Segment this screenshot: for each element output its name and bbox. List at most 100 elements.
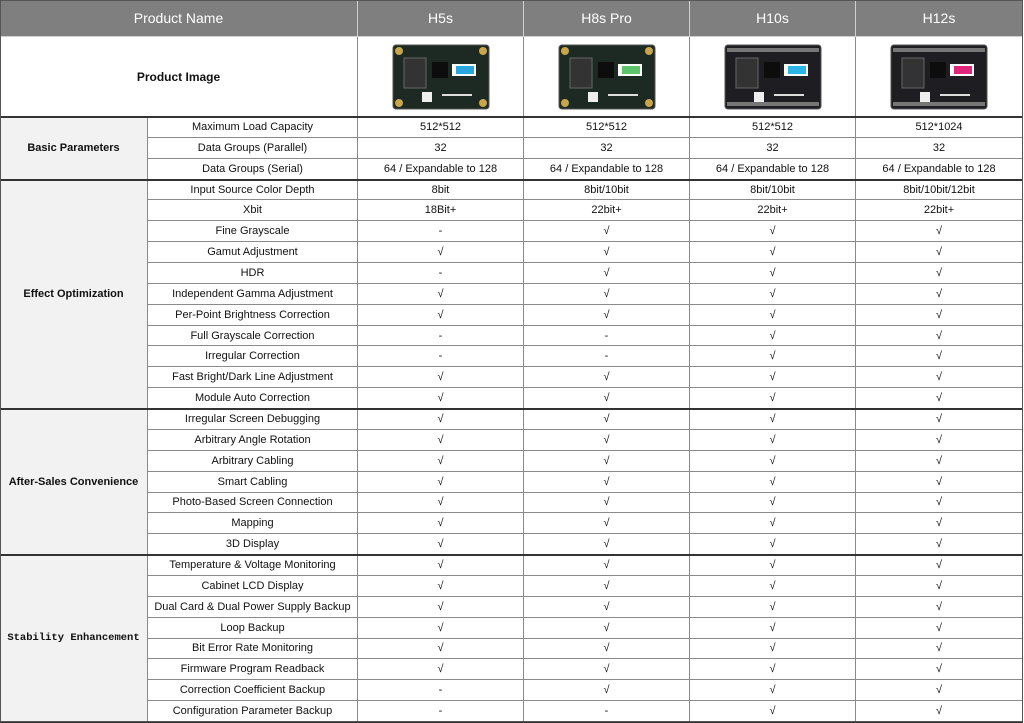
feature-name: Configuration Parameter Backup bbox=[148, 701, 358, 722]
feature-value: √ bbox=[856, 242, 1023, 264]
feature-name: HDR bbox=[148, 263, 358, 284]
feature-name: Bit Error Rate Monitoring bbox=[148, 638, 358, 660]
feature-value: √ bbox=[524, 304, 690, 326]
feature-value: √ bbox=[690, 346, 856, 368]
product-name: H12s bbox=[856, 0, 1023, 37]
feature-value: 8bit bbox=[358, 179, 524, 201]
group-separator bbox=[0, 116, 1023, 118]
feature-value: 32 bbox=[690, 137, 856, 159]
feature-value: √ bbox=[524, 388, 690, 410]
feature-value: √ bbox=[690, 680, 856, 702]
feature-name: Data Groups (Serial) bbox=[148, 158, 358, 180]
feature-value: √ bbox=[524, 513, 690, 535]
feature-value: √ bbox=[524, 283, 690, 305]
feature-value: 32 bbox=[856, 137, 1023, 159]
feature-value: 512*512 bbox=[524, 117, 690, 138]
feature-value: √ bbox=[358, 659, 524, 681]
feature-value: √ bbox=[524, 367, 690, 389]
feature-value: √ bbox=[690, 242, 856, 264]
image-label: Product Image bbox=[0, 37, 358, 117]
feature-value: √ bbox=[524, 680, 690, 702]
product-name: H8s Pro bbox=[524, 0, 690, 37]
feature-value: √ bbox=[524, 575, 690, 597]
feature-value: √ bbox=[690, 617, 856, 639]
board-image bbox=[392, 44, 489, 109]
group-separator bbox=[0, 178, 1023, 181]
feature-name: Data Groups (Parallel) bbox=[148, 137, 358, 159]
feature-value: √ bbox=[856, 680, 1023, 702]
feature-value: - bbox=[358, 701, 524, 722]
feature-value: √ bbox=[690, 263, 856, 284]
feature-name: Input Source Color Depth bbox=[148, 179, 358, 201]
feature-value: 64 / Expandable to 128 bbox=[690, 158, 856, 180]
feature-value: √ bbox=[358, 409, 524, 430]
feature-value: √ bbox=[856, 388, 1023, 410]
feature-value: √ bbox=[690, 513, 856, 535]
group-separator bbox=[0, 554, 1023, 557]
feature-value: √ bbox=[690, 555, 856, 576]
feature-value: √ bbox=[856, 555, 1023, 576]
feature-value: √ bbox=[690, 429, 856, 451]
feature-name: Firmware Program Readback bbox=[148, 659, 358, 681]
feature-value: √ bbox=[524, 492, 690, 514]
feature-value: √ bbox=[690, 388, 856, 410]
header-cell: Product Name bbox=[0, 0, 358, 37]
feature-value: √ bbox=[856, 346, 1023, 368]
group-name: After-Sales Convenience bbox=[0, 409, 148, 556]
feature-value: 32 bbox=[524, 137, 690, 159]
feature-value: √ bbox=[358, 388, 524, 410]
feature-name: Module Auto Correction bbox=[148, 388, 358, 410]
feature-value: √ bbox=[856, 638, 1023, 660]
feature-value: √ bbox=[856, 617, 1023, 639]
feature-value: √ bbox=[856, 513, 1023, 535]
feature-value: √ bbox=[358, 242, 524, 264]
feature-name: Maximum Load Capacity bbox=[148, 117, 358, 138]
product-image bbox=[524, 37, 690, 117]
feature-name: Smart Cabling bbox=[148, 471, 358, 493]
feature-name: Cabinet LCD Display bbox=[148, 575, 358, 597]
feature-value: 64 / Expandable to 128 bbox=[524, 158, 690, 180]
feature-value: 8bit/10bit bbox=[524, 179, 690, 201]
feature-name: Correction Coefficient Backup bbox=[148, 680, 358, 702]
feature-value: √ bbox=[856, 659, 1023, 681]
board-image bbox=[890, 44, 988, 109]
feature-name: Gamut Adjustment bbox=[148, 242, 358, 264]
feature-name: 3D Display bbox=[148, 534, 358, 556]
feature-value: - bbox=[358, 325, 524, 347]
feature-value: 64 / Expandable to 128 bbox=[358, 158, 524, 180]
feature-value: 22bit+ bbox=[690, 200, 856, 222]
feature-value: √ bbox=[358, 450, 524, 472]
feature-value: √ bbox=[358, 283, 524, 305]
feature-name: Fast Bright/Dark Line Adjustment bbox=[148, 367, 358, 389]
feature-value: √ bbox=[524, 659, 690, 681]
feature-value: √ bbox=[856, 367, 1023, 389]
feature-value: √ bbox=[690, 534, 856, 556]
feature-value: √ bbox=[690, 659, 856, 681]
feature-value: √ bbox=[690, 325, 856, 347]
feature-value: 8bit/10bit bbox=[690, 179, 856, 201]
feature-value: √ bbox=[524, 534, 690, 556]
feature-name: Arbitrary Angle Rotation bbox=[148, 429, 358, 451]
feature-value: √ bbox=[690, 283, 856, 305]
feature-value: √ bbox=[856, 304, 1023, 326]
feature-value: √ bbox=[856, 471, 1023, 493]
product-image bbox=[358, 37, 524, 117]
feature-value: - bbox=[524, 346, 690, 368]
feature-value: √ bbox=[524, 221, 690, 243]
feature-value: √ bbox=[524, 471, 690, 493]
feature-value: √ bbox=[856, 283, 1023, 305]
group-separator bbox=[0, 721, 1023, 723]
feature-value: √ bbox=[856, 409, 1023, 430]
feature-value: 32 bbox=[358, 137, 524, 159]
group-name: Effect Optimization bbox=[0, 179, 148, 410]
feature-value: √ bbox=[524, 638, 690, 660]
feature-value: √ bbox=[358, 513, 524, 535]
feature-value: √ bbox=[856, 701, 1023, 722]
feature-value: 64 / Expandable to 128 bbox=[856, 158, 1023, 180]
feature-value: √ bbox=[358, 304, 524, 326]
feature-value: √ bbox=[524, 409, 690, 430]
feature-value: √ bbox=[690, 409, 856, 430]
feature-value: √ bbox=[690, 575, 856, 597]
feature-value: √ bbox=[524, 555, 690, 576]
feature-value: √ bbox=[690, 701, 856, 722]
